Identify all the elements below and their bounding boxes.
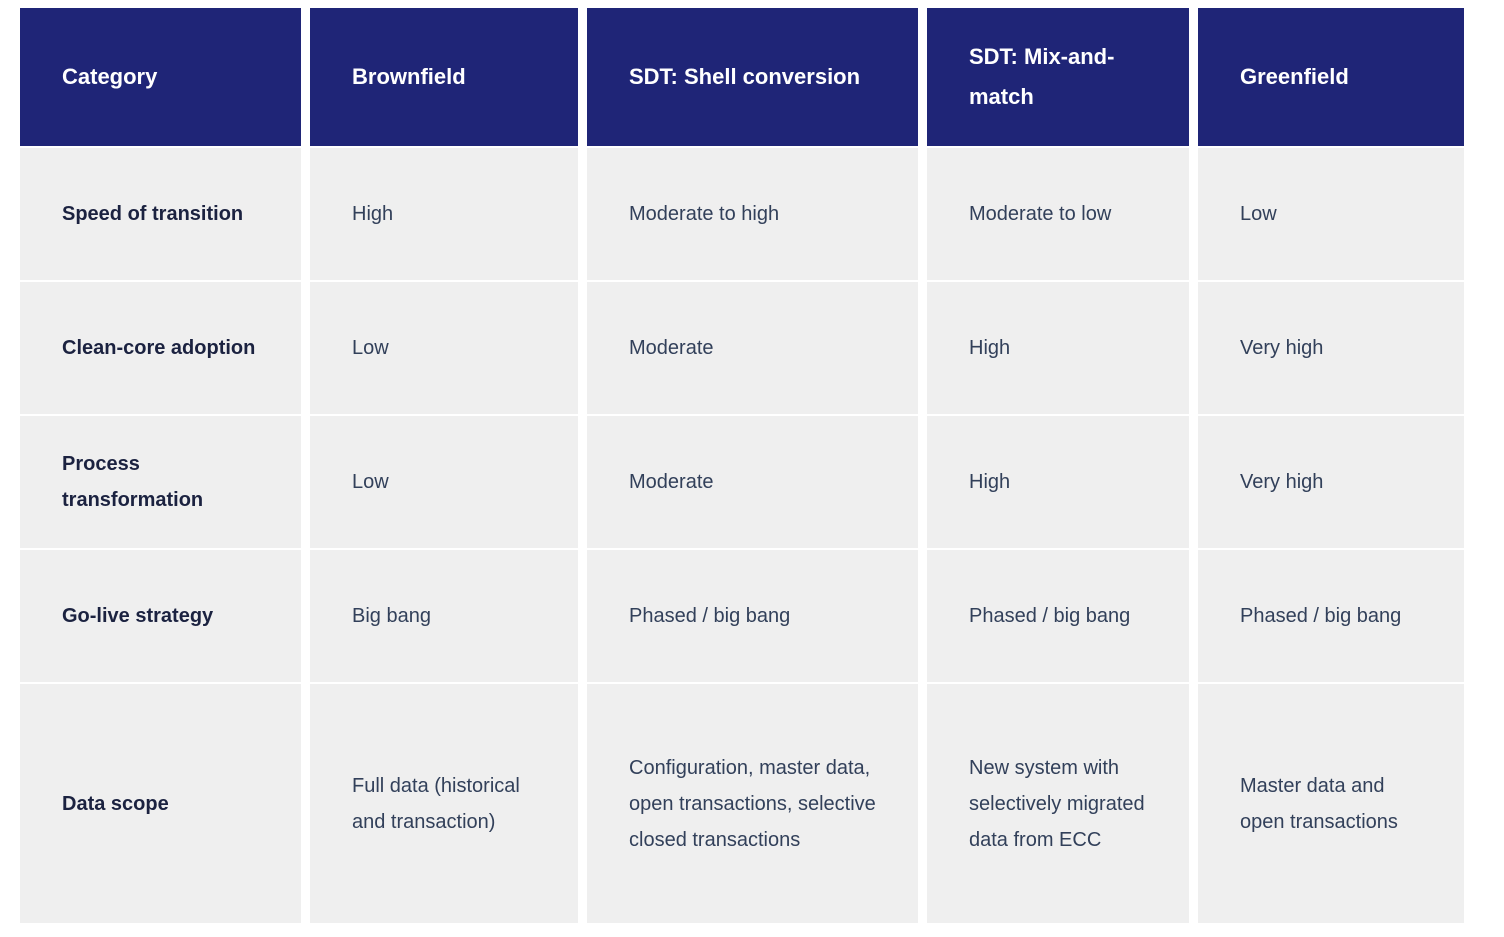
cell-text: Phased / big bang — [629, 605, 791, 627]
table-cell: High — [927, 282, 1189, 414]
table-cell: Phased / big bang — [587, 550, 918, 682]
header-cell-category: Category — [20, 8, 301, 146]
cell-text: High — [352, 203, 394, 225]
table-cell: New system with selectively migrated dat… — [927, 684, 1189, 923]
table-cell: Phased / big bang — [927, 550, 1189, 682]
cell-text: Moderate — [629, 337, 714, 359]
table-cell: Low — [310, 416, 578, 548]
table-cell: Moderate to high — [587, 148, 918, 280]
cell-text: Moderate — [629, 471, 714, 493]
cell-text: Very high — [1240, 337, 1324, 359]
row-label: Clean-core adoption — [62, 337, 256, 359]
header-cell-greenfield: Greenfield — [1198, 8, 1464, 146]
table-cell: Moderate — [587, 282, 918, 414]
comparison-table: Category Brownfield SDT: Shell conversio… — [20, 8, 1464, 923]
table-cell: High — [310, 148, 578, 280]
cell-text: Low — [352, 471, 389, 493]
header-label: Category — [62, 64, 158, 89]
cell-text: New system with selectively migrated dat… — [969, 756, 1145, 851]
cell-text: Moderate to high — [629, 203, 780, 225]
row-label-data-scope: Data scope — [20, 684, 301, 923]
table-cell: Phased / big bang — [1198, 550, 1464, 682]
row-label-clean-core-adoption: Clean-core adoption — [20, 282, 301, 414]
table-cell: Moderate — [587, 416, 918, 548]
cell-text: Moderate to low — [969, 203, 1112, 225]
header-cell-brownfield: Brownfield — [310, 8, 578, 146]
table-cell: Configuration, master data, open transac… — [587, 684, 918, 923]
row-label: Speed of transition — [62, 203, 244, 225]
cell-text: High — [969, 337, 1011, 359]
cell-text: Phased / big bang — [969, 605, 1131, 627]
cell-text: Full data (historical and transaction) — [352, 774, 520, 833]
table-cell: Full data (historical and transaction) — [310, 684, 578, 923]
table-cell: Big bang — [310, 550, 578, 682]
table-cell: Very high — [1198, 282, 1464, 414]
header-label: Brownfield — [352, 64, 466, 89]
table-cell: Very high — [1198, 416, 1464, 548]
cell-text: Configuration, master data, open transac… — [629, 756, 876, 851]
header-label: Greenfield — [1240, 64, 1349, 89]
row-label: Process transformation — [62, 453, 204, 511]
cell-text: Big bang — [352, 605, 431, 627]
table-cell: Low — [1198, 148, 1464, 280]
comparison-grid: Category Brownfield SDT: Shell conversio… — [20, 8, 1464, 923]
table-cell: High — [927, 416, 1189, 548]
header-cell-sdt-shell-conversion: SDT: Shell conversion — [587, 8, 918, 146]
row-label: Go-live strategy — [62, 605, 214, 627]
cell-text: Low — [1240, 203, 1277, 225]
cell-text: Phased / big bang — [1240, 605, 1402, 627]
cell-text: Very high — [1240, 471, 1324, 493]
table-cell: Moderate to low — [927, 148, 1189, 280]
row-label-speed-of-transition: Speed of transition — [20, 148, 301, 280]
cell-text: High — [969, 471, 1011, 493]
row-label-go-live-strategy: Go-live strategy — [20, 550, 301, 682]
cell-text: Low — [352, 337, 389, 359]
table-cell: Master data and open transactions — [1198, 684, 1464, 923]
header-cell-sdt-mix-and-match: SDT: Mix-and-match — [927, 8, 1189, 146]
row-label: Data scope — [62, 792, 169, 815]
row-label-process-transformation: Process transformation — [20, 416, 301, 548]
header-label: SDT: Mix-and-match — [969, 44, 1115, 109]
table-cell: Low — [310, 282, 578, 414]
cell-text: Master data and open transactions — [1240, 774, 1398, 833]
header-label: SDT: Shell conversion — [629, 64, 861, 89]
